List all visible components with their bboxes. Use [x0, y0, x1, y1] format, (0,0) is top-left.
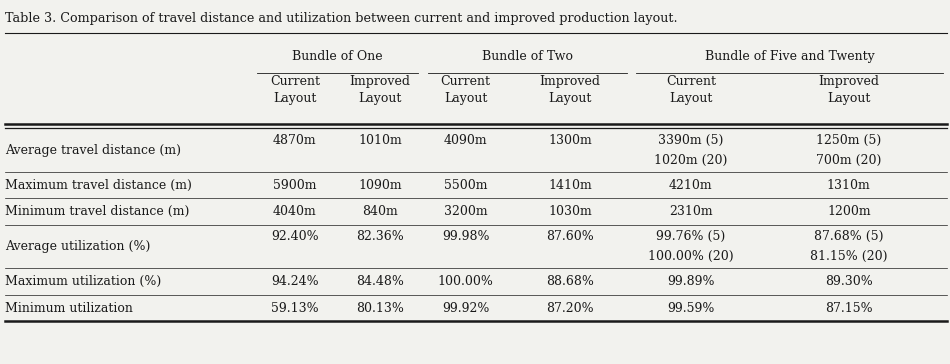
- Text: 1310m: 1310m: [826, 179, 870, 191]
- Text: 82.36%: 82.36%: [356, 230, 404, 243]
- Text: 87.68% (5): 87.68% (5): [814, 230, 884, 243]
- Text: 4040m: 4040m: [273, 205, 316, 218]
- Text: 2310m: 2310m: [669, 205, 712, 218]
- Text: 1020m (20): 1020m (20): [655, 154, 728, 167]
- Text: 1200m: 1200m: [826, 205, 870, 218]
- Text: Bundle of One: Bundle of One: [293, 50, 383, 63]
- Text: 94.24%: 94.24%: [271, 275, 318, 288]
- Text: 99.89%: 99.89%: [667, 275, 714, 288]
- Text: 99.59%: 99.59%: [667, 301, 714, 314]
- Text: 100.00% (20): 100.00% (20): [648, 250, 733, 263]
- Text: Maximum travel distance (m): Maximum travel distance (m): [6, 179, 192, 191]
- Text: 59.13%: 59.13%: [271, 301, 318, 314]
- Text: 1010m: 1010m: [358, 134, 402, 147]
- Text: 1030m: 1030m: [548, 205, 592, 218]
- Text: 5500m: 5500m: [444, 179, 487, 191]
- Text: Bundle of Five and Twenty: Bundle of Five and Twenty: [705, 50, 874, 63]
- Text: Table 3. Comparison of travel distance and utilization between current and impro: Table 3. Comparison of travel distance a…: [6, 12, 678, 25]
- Text: Minimum utilization: Minimum utilization: [6, 301, 133, 314]
- Text: Average utilization (%): Average utilization (%): [6, 240, 151, 253]
- Text: 80.13%: 80.13%: [356, 301, 404, 314]
- Text: 4870m: 4870m: [273, 134, 316, 147]
- Text: Bundle of Two: Bundle of Two: [482, 50, 573, 63]
- Text: Current
Layout: Current Layout: [441, 75, 490, 104]
- Text: 99.76% (5): 99.76% (5): [656, 230, 726, 243]
- Text: 1410m: 1410m: [548, 179, 592, 191]
- Text: 99.98%: 99.98%: [442, 230, 489, 243]
- Text: 1250m (5): 1250m (5): [816, 134, 882, 147]
- Text: 87.60%: 87.60%: [546, 230, 594, 243]
- Text: 840m: 840m: [362, 205, 398, 218]
- Text: Maximum utilization (%): Maximum utilization (%): [6, 275, 162, 288]
- Text: 87.20%: 87.20%: [546, 301, 594, 314]
- Text: 4090m: 4090m: [444, 134, 487, 147]
- Text: Minimum travel distance (m): Minimum travel distance (m): [6, 205, 190, 218]
- Text: Improved
Layout: Improved Layout: [540, 75, 600, 104]
- Text: Average travel distance (m): Average travel distance (m): [6, 143, 181, 157]
- Text: 4210m: 4210m: [669, 179, 712, 191]
- Text: Current
Layout: Current Layout: [270, 75, 320, 104]
- Text: 1090m: 1090m: [358, 179, 402, 191]
- Text: 88.68%: 88.68%: [546, 275, 594, 288]
- Text: 5900m: 5900m: [273, 179, 316, 191]
- Text: 3390m (5): 3390m (5): [658, 134, 724, 147]
- Text: 89.30%: 89.30%: [825, 275, 873, 288]
- Text: 84.48%: 84.48%: [356, 275, 404, 288]
- Text: 3200m: 3200m: [444, 205, 487, 218]
- Text: 92.40%: 92.40%: [271, 230, 318, 243]
- Text: 99.92%: 99.92%: [442, 301, 489, 314]
- Text: Improved
Layout: Improved Layout: [350, 75, 410, 104]
- Text: 700m (20): 700m (20): [816, 154, 882, 167]
- Text: Improved
Layout: Improved Layout: [818, 75, 880, 104]
- Text: 87.15%: 87.15%: [825, 301, 872, 314]
- Text: 81.15% (20): 81.15% (20): [810, 250, 887, 263]
- Text: 1300m: 1300m: [548, 134, 592, 147]
- Text: 100.00%: 100.00%: [438, 275, 493, 288]
- Text: Current
Layout: Current Layout: [666, 75, 715, 104]
